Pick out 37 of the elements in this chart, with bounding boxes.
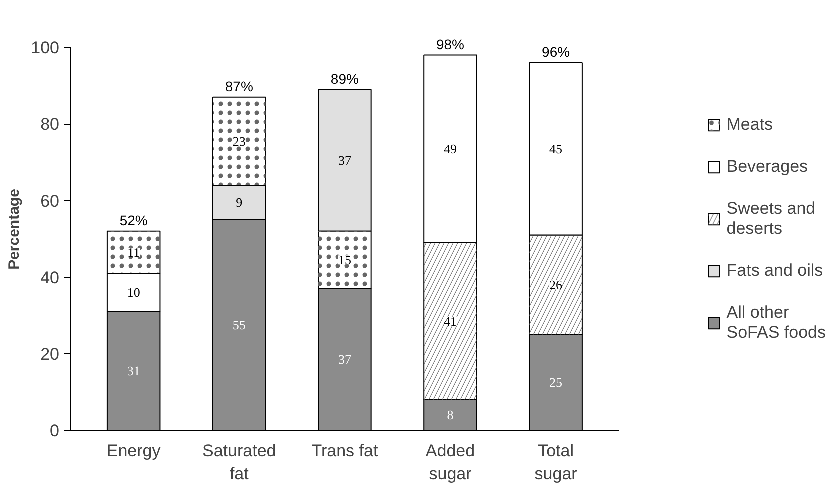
data-label: 23 bbox=[232, 134, 246, 149]
x-tick-label: Total sugar bbox=[534, 442, 578, 484]
data-label: 9 bbox=[236, 195, 243, 210]
y-tick-label: 80 bbox=[40, 115, 60, 134]
x-tick-label: Added sugar bbox=[426, 442, 476, 484]
data-label: 41 bbox=[444, 314, 457, 329]
y-tick-label: 100 bbox=[31, 38, 60, 58]
total-label: 96% bbox=[542, 44, 570, 60]
data-label: 15 bbox=[338, 252, 352, 268]
x-tick-label: Saturated fat bbox=[202, 442, 276, 484]
total-label: 98% bbox=[436, 36, 465, 52]
legend-label: Meats bbox=[726, 115, 774, 135]
y-tick-label: 40 bbox=[40, 268, 60, 288]
x-tick-label: Energy bbox=[106, 442, 162, 460]
data-label: 8 bbox=[447, 408, 454, 423]
data-label: 11 bbox=[128, 244, 140, 260]
legend-label: Beverages bbox=[726, 157, 808, 177]
y-tick-label: 0 bbox=[50, 422, 60, 440]
y-axis-title: Percentage bbox=[6, 189, 24, 270]
y-tick-label: 20 bbox=[40, 344, 60, 364]
data-label: 26 bbox=[550, 278, 564, 293]
data-label: 55 bbox=[232, 318, 246, 333]
legend-label: All other SoFAS foods bbox=[726, 303, 826, 343]
total-label: 89% bbox=[330, 70, 359, 87]
data-label: 37 bbox=[338, 352, 352, 368]
data-label: 49 bbox=[444, 142, 457, 157]
data-label: 45 bbox=[550, 142, 563, 157]
legend-label: Sweets and deserts bbox=[726, 199, 816, 239]
legend-label: Fats and oils bbox=[726, 261, 824, 281]
data-label: 25 bbox=[550, 375, 563, 390]
total-label: 87% bbox=[225, 78, 254, 94]
data-label: 10 bbox=[127, 285, 140, 300]
total-label: 52% bbox=[120, 212, 148, 228]
data-label: 31 bbox=[127, 364, 140, 379]
x-tick-label: Trans fat bbox=[312, 442, 378, 460]
y-tick-label: 60 bbox=[40, 192, 60, 211]
data-label: 37 bbox=[338, 153, 352, 168]
